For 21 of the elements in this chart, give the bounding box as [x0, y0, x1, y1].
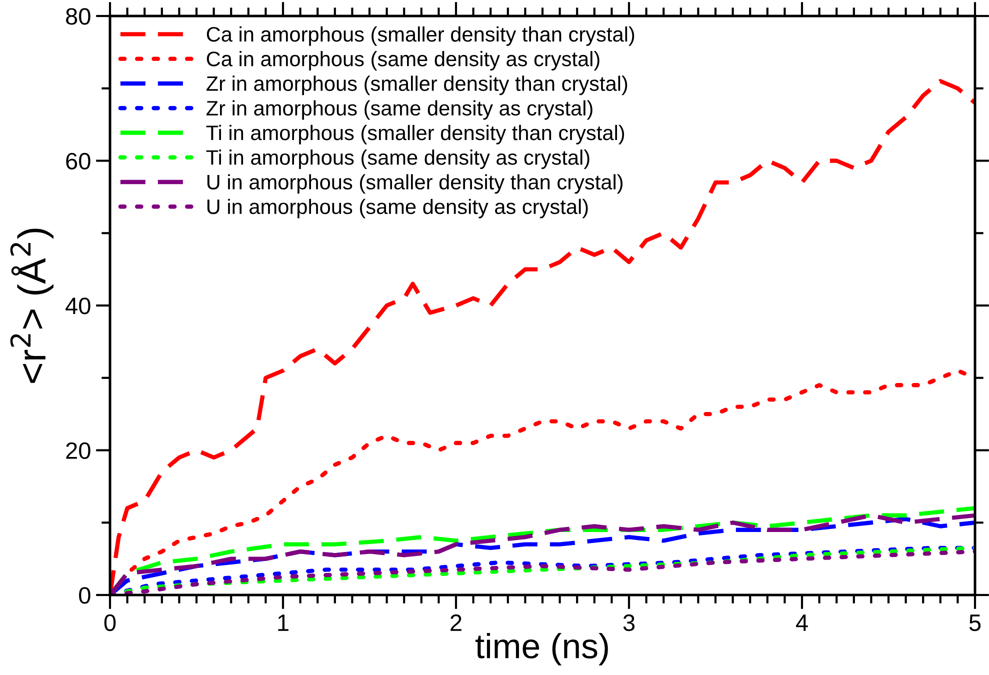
y-tick-label: 0: [79, 587, 90, 604]
x-axis-title: time (ns): [476, 632, 608, 666]
x-tick-label: 1: [278, 614, 288, 631]
y-tick-label: 80: [66, 8, 90, 25]
legend-label: U in amorphous (smaller density than crystal): [207, 174, 623, 194]
legend-label: Ca in amorphous (smaller density than crystal): [206, 26, 634, 46]
legend-label: Zr in amorphous (same density as crystal): [206, 100, 592, 120]
y-axis-title: <r$^{2}$> (Å$^{2}$): [10, 228, 54, 383]
y-tick-label: 20: [66, 442, 90, 460]
x-tick-label: 5: [969, 614, 981, 632]
x-tick-label: 0: [104, 614, 116, 632]
legend-label: Ti in amorphous (same density as crystal): [206, 150, 590, 169]
legend-label: Ti in amorphous (smaller density than crystal): [206, 124, 624, 144]
x-tick-label: 2: [450, 614, 462, 631]
y-tick-label: 40: [66, 298, 90, 314]
legend-label: Zr in amorphous (smaller density than crystal): [206, 76, 628, 96]
y-tick-label: 60: [66, 152, 90, 170]
x-tick-label: 3: [623, 614, 635, 632]
legend-label: U in amorphous (same density as crystal): [207, 198, 588, 218]
legend-label: Ca in amorphous (same density as crystal): [206, 51, 600, 70]
x-tick-label: 4: [796, 614, 808, 631]
